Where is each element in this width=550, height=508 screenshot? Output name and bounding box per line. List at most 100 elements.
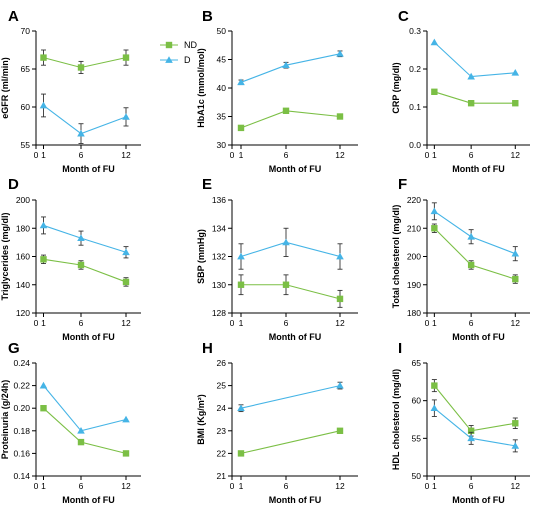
data-point-nd [122,278,130,286]
x-tick-label: 6 [79,318,84,328]
data-point-d [511,69,520,76]
data-point-nd [77,438,85,446]
y-tick-label: 55 [412,433,422,443]
series-line-d [240,385,341,409]
data-point-nd [77,64,85,71]
x-tick-label: 12 [511,318,521,328]
y-tick-label: 210 [407,223,421,233]
data-point-nd [122,450,130,457]
data-point-nd [431,88,438,95]
y-tick-label: 35 [217,112,227,122]
data-point-d [122,113,130,120]
panel-letter: A [8,8,19,25]
y-tick-label: 0.14 [13,471,30,481]
data-point-d [511,442,520,449]
panel-letter: F [398,176,407,193]
x-tick-label: 12 [511,481,521,491]
y-tick-label: 50 [217,26,227,36]
x-axis-label: Month of FU [62,164,114,174]
series-line-d [43,385,127,432]
series-d [237,50,344,86]
legend-label-d: D [184,55,191,65]
y-tick-label: 45 [217,55,227,65]
y-tick-label: 0.0 [409,140,421,150]
series-line-nd [43,57,127,69]
y-tick-label: 128 [212,308,226,318]
x-tick-label: 12 [121,150,131,160]
series-nd [431,379,519,437]
x-tick-label: 12 [335,318,345,328]
y-tick-label: 65 [21,64,31,74]
data-point-d [39,381,48,389]
x-tick-label: 0 [34,481,39,491]
data-point-d [77,129,85,137]
panel-letter: B [202,8,213,25]
series-line-d [43,105,127,135]
series-d [430,38,520,80]
panel-letter: D [8,176,19,193]
x-tick-label: 6 [284,481,289,491]
y-tick-label: 220 [407,195,421,205]
data-point-nd [237,281,245,288]
panel-c: C 0.0 0.1 0.2 0.3 0 1 6 12 Month of FU CRP (mg/dl) [391,8,530,174]
data-point-nd [237,124,245,132]
series-nd [431,223,519,284]
series-line-d [434,210,516,255]
y-axis-label: HbA1c (mmol/mol) [196,48,206,128]
data-point-d [430,207,439,215]
x-tick-label: 0 [230,318,235,328]
x-tick-label: 12 [335,150,345,160]
x-tick-label: 6 [469,318,474,328]
x-tick-label: 0 [230,150,235,160]
y-axis-label: Total cholesterol (mg/dl) [391,205,401,309]
y-tick-label: 200 [407,252,421,262]
x-axis-label: Month of FU [62,332,114,342]
data-point-d [122,248,130,256]
y-axis-label: HDL cholesterol (mg/dl) [391,369,401,470]
series-nd [237,107,344,132]
x-tick-label: 6 [284,150,289,160]
data-point-d [336,252,344,260]
series-line-nd [241,284,341,300]
y-tick-label: 22 [217,448,227,458]
series-nd [40,254,130,287]
panel-a: A 55 60 65 70 0 1 6 12 Month of FU eGFR (ml/min) [0,8,141,174]
y-tick-label: 180 [16,223,30,233]
series-nd [431,88,519,107]
y-tick-label: 26 [217,358,227,368]
x-tick-label: 6 [79,481,84,491]
data-point-nd [431,225,438,232]
y-axis-label: BMI (Kg/m²) [196,394,206,445]
y-tick-label: 24 [217,403,227,413]
data-point-d [430,404,439,412]
data-point-d [122,415,130,423]
panel-g: G 0.14 0.16 0.18 0.20 0.22 0.24 0 1 6 12 Month of F… [0,340,141,505]
y-tick-label: 70 [21,26,31,36]
y-tick-label: 60 [21,102,31,112]
x-tick-label: 1 [41,150,46,160]
y-tick-label: 200 [16,195,30,205]
panel-letter: I [398,340,402,357]
data-point-d [467,232,475,240]
x-axis-label: Month of FU [269,164,321,174]
x-tick-label: 12 [121,481,131,491]
legend-marker-nd [165,41,173,49]
data-point-nd [336,427,344,434]
panel-letter: H [202,340,213,357]
data-point-nd [512,100,519,107]
series-line-d [434,407,516,447]
data-point-nd [122,54,130,61]
data-point-d [39,221,48,229]
x-axis-label: Month of FU [269,332,321,342]
data-point-d [282,61,290,69]
x-axis-label: Month of FU [269,495,321,505]
x-tick-label: 6 [469,481,474,491]
series-d [237,227,344,270]
x-axis-label: Month of FU [452,332,504,342]
data-point-d [336,381,344,389]
data-point-d [511,249,520,257]
panel-i: I 50 55 60 65 0 1 6 12 Month of FU HDL cholesterol… [391,340,530,505]
x-axis-label: Month of FU [452,164,504,174]
series-line-d [43,224,127,253]
y-tick-label: 130 [212,280,226,290]
